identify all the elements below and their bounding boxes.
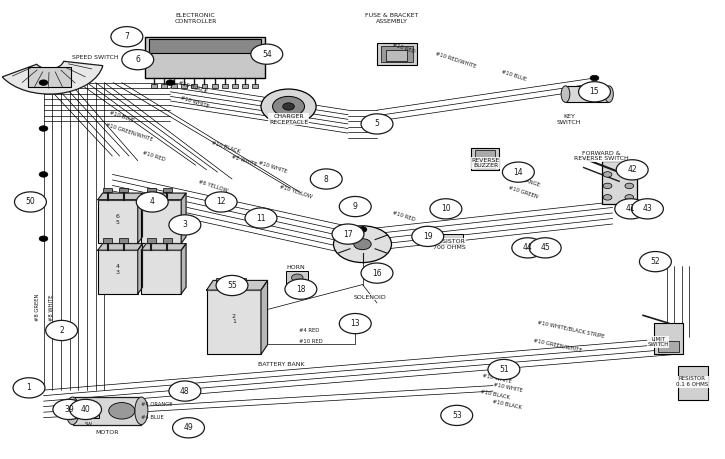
Text: CHARGER
RECEPTACLE: CHARGER RECEPTACLE bbox=[269, 114, 308, 125]
Text: 6
5: 6 5 bbox=[116, 214, 120, 225]
Text: #8 GREEN: #8 GREEN bbox=[35, 294, 40, 321]
Circle shape bbox=[70, 399, 102, 420]
Text: 45: 45 bbox=[540, 243, 550, 252]
FancyBboxPatch shape bbox=[171, 84, 177, 88]
Text: 2
1: 2 1 bbox=[232, 313, 236, 325]
Text: #10 BLUE: #10 BLUE bbox=[109, 111, 135, 123]
Circle shape bbox=[603, 195, 612, 200]
Text: KEY
SW: KEY SW bbox=[84, 416, 93, 427]
Circle shape bbox=[615, 199, 647, 219]
Polygon shape bbox=[98, 244, 143, 250]
FancyBboxPatch shape bbox=[141, 250, 181, 294]
Text: 17: 17 bbox=[343, 230, 353, 239]
FancyBboxPatch shape bbox=[475, 150, 495, 168]
Polygon shape bbox=[207, 280, 268, 290]
FancyBboxPatch shape bbox=[141, 200, 181, 243]
Circle shape bbox=[39, 80, 48, 85]
Text: 7: 7 bbox=[125, 32, 129, 41]
Text: 6: 6 bbox=[136, 55, 140, 64]
Text: #10 YELLOW: #10 YELLOW bbox=[279, 184, 313, 200]
Text: #10 RED: #10 RED bbox=[392, 210, 415, 222]
Text: 49: 49 bbox=[183, 423, 194, 432]
FancyBboxPatch shape bbox=[145, 37, 265, 78]
Text: 41: 41 bbox=[626, 204, 636, 213]
Text: #10 RED/WHITE: #10 RED/WHITE bbox=[435, 51, 477, 68]
FancyBboxPatch shape bbox=[181, 84, 187, 88]
Text: 39: 39 bbox=[64, 405, 74, 414]
Text: 52: 52 bbox=[650, 257, 660, 266]
Text: 16: 16 bbox=[372, 269, 382, 278]
Text: KEY
SWITCH: KEY SWITCH bbox=[557, 114, 581, 125]
Circle shape bbox=[39, 172, 48, 177]
Text: 13: 13 bbox=[350, 319, 360, 328]
Text: #8 WHITE: #8 WHITE bbox=[49, 294, 54, 321]
Text: 9: 9 bbox=[353, 202, 357, 211]
Text: #10 ORANGE: #10 ORANGE bbox=[506, 172, 541, 188]
Text: #10 GREEN/WHITE: #10 GREEN/WHITE bbox=[105, 122, 154, 142]
Ellipse shape bbox=[135, 397, 148, 425]
Text: 15: 15 bbox=[589, 87, 600, 96]
Text: ELECTRONIC
CONTROLLER: ELECTRONIC CONTROLLER bbox=[175, 13, 217, 24]
Circle shape bbox=[441, 405, 473, 425]
Circle shape bbox=[412, 226, 444, 246]
Circle shape bbox=[111, 27, 143, 47]
FancyBboxPatch shape bbox=[202, 84, 207, 88]
Text: SPEED SWITCH: SPEED SWITCH bbox=[72, 55, 119, 60]
Circle shape bbox=[310, 169, 342, 189]
Text: 51: 51 bbox=[499, 365, 509, 374]
Text: #6 YELLOW: #6 YELLOW bbox=[197, 179, 228, 193]
Text: #10 RED: #10 RED bbox=[299, 340, 323, 344]
Text: LIMIT
SWITCH: LIMIT SWITCH bbox=[647, 336, 669, 347]
FancyBboxPatch shape bbox=[238, 278, 247, 283]
Circle shape bbox=[14, 192, 46, 212]
Text: #10 BLACK: #10 BLACK bbox=[492, 399, 522, 410]
Circle shape bbox=[251, 44, 283, 64]
FancyBboxPatch shape bbox=[149, 39, 261, 53]
FancyBboxPatch shape bbox=[72, 397, 141, 425]
Polygon shape bbox=[138, 193, 143, 243]
FancyBboxPatch shape bbox=[120, 188, 128, 192]
Text: 2: 2 bbox=[59, 326, 64, 335]
Text: #4 ORANGE: #4 ORANGE bbox=[141, 403, 173, 407]
Circle shape bbox=[639, 252, 671, 272]
Text: 40: 40 bbox=[80, 405, 91, 414]
FancyBboxPatch shape bbox=[381, 46, 413, 62]
Circle shape bbox=[122, 50, 154, 70]
Polygon shape bbox=[141, 244, 186, 250]
Circle shape bbox=[173, 418, 204, 438]
FancyBboxPatch shape bbox=[658, 341, 679, 352]
FancyBboxPatch shape bbox=[98, 250, 138, 294]
Text: 42: 42 bbox=[627, 165, 637, 174]
Text: FORWARD &
REVERSE SWITCH: FORWARD & REVERSE SWITCH bbox=[574, 151, 629, 162]
Text: #4 RED: #4 RED bbox=[299, 328, 319, 333]
Text: SOLENOID: SOLENOID bbox=[353, 295, 386, 300]
Polygon shape bbox=[181, 244, 186, 294]
FancyBboxPatch shape bbox=[678, 366, 708, 400]
FancyBboxPatch shape bbox=[242, 84, 248, 88]
Circle shape bbox=[273, 96, 304, 117]
FancyBboxPatch shape bbox=[602, 161, 637, 204]
FancyBboxPatch shape bbox=[207, 290, 261, 354]
FancyBboxPatch shape bbox=[104, 188, 112, 192]
Text: FUSE & BRACKET
ASSEMBLY: FUSE & BRACKET ASSEMBLY bbox=[365, 13, 418, 24]
Text: #8 WHITE: #8 WHITE bbox=[231, 154, 257, 167]
Circle shape bbox=[261, 89, 316, 124]
Circle shape bbox=[579, 82, 610, 102]
Text: RESISTOR
700 OHMS: RESISTOR 700 OHMS bbox=[433, 239, 466, 250]
Text: HORN: HORN bbox=[286, 265, 305, 269]
Text: 3: 3 bbox=[183, 220, 187, 230]
Circle shape bbox=[488, 359, 520, 380]
Text: #4 BLUE: #4 BLUE bbox=[141, 415, 164, 420]
Polygon shape bbox=[261, 280, 268, 354]
Polygon shape bbox=[181, 193, 186, 243]
Circle shape bbox=[334, 226, 392, 263]
Text: #10 BLACK: #10 BLACK bbox=[178, 80, 207, 94]
Text: #10 GREEN/WHITE: #10 GREEN/WHITE bbox=[533, 337, 582, 353]
Circle shape bbox=[625, 183, 634, 189]
FancyBboxPatch shape bbox=[252, 84, 258, 88]
FancyBboxPatch shape bbox=[147, 188, 156, 192]
Text: 18: 18 bbox=[296, 285, 306, 294]
Circle shape bbox=[332, 224, 364, 244]
Text: 19: 19 bbox=[423, 232, 433, 241]
